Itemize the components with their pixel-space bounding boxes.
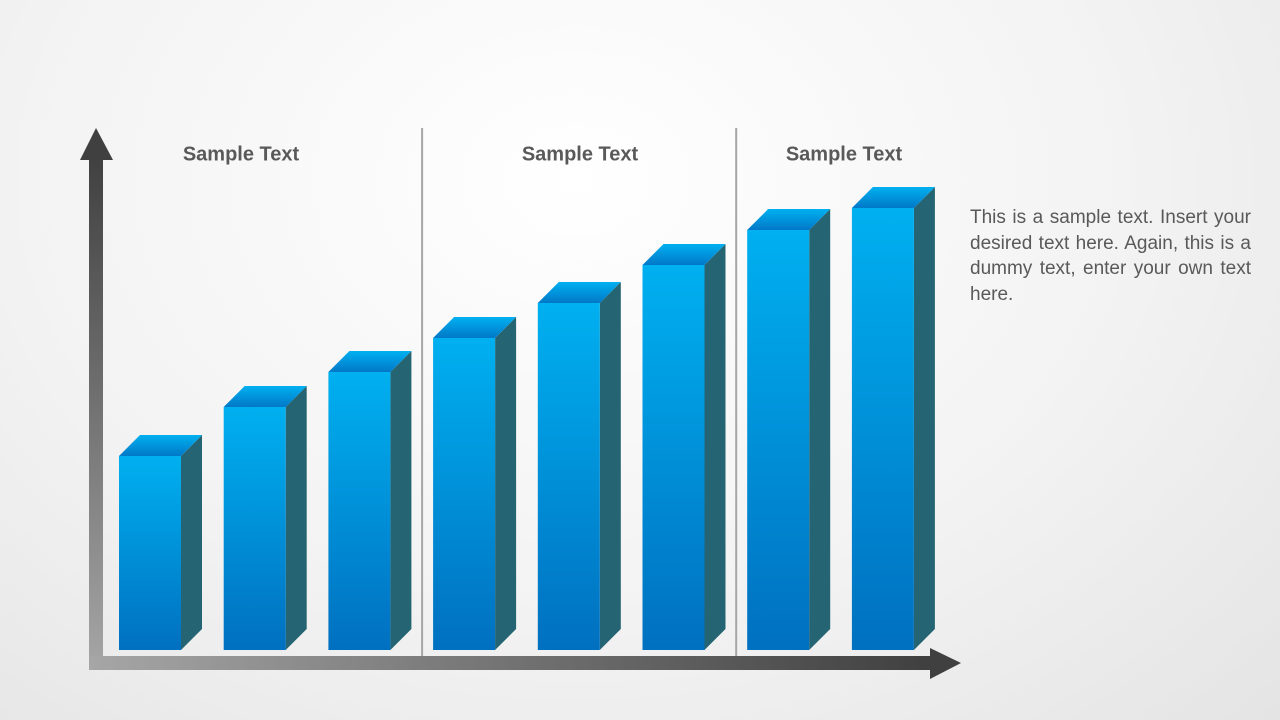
bar-side bbox=[599, 282, 621, 650]
x-axis-arrow bbox=[930, 648, 961, 679]
group-label: Sample Text bbox=[183, 143, 300, 165]
bar-side bbox=[704, 244, 726, 650]
bar bbox=[851, 208, 914, 650]
bar-side bbox=[285, 386, 307, 650]
bar bbox=[537, 303, 600, 650]
bar bbox=[328, 372, 391, 650]
bar-top bbox=[433, 317, 517, 338]
bar-top bbox=[223, 386, 307, 407]
bar-side bbox=[913, 187, 935, 650]
y-axis bbox=[89, 150, 103, 670]
group-label: Sample Text bbox=[522, 143, 639, 165]
bar-side bbox=[390, 351, 412, 650]
bar-side bbox=[809, 209, 831, 650]
bar-top bbox=[851, 187, 935, 208]
bar bbox=[642, 265, 705, 650]
bar bbox=[223, 407, 286, 650]
x-axis bbox=[89, 656, 934, 670]
bar-top bbox=[537, 282, 621, 303]
y-axis-arrow bbox=[80, 128, 113, 160]
bar bbox=[119, 456, 181, 650]
bar-top bbox=[119, 435, 202, 456]
bar-top bbox=[747, 209, 831, 230]
bar-top bbox=[328, 351, 412, 372]
bar bbox=[433, 338, 496, 650]
bar-side bbox=[181, 435, 202, 650]
annotation: This is a sample text. Insert your desir… bbox=[970, 207, 1251, 305]
group-label: Sample Text bbox=[786, 143, 903, 165]
bar-top bbox=[642, 244, 726, 265]
bar-side bbox=[495, 317, 517, 650]
bar bbox=[747, 230, 810, 650]
